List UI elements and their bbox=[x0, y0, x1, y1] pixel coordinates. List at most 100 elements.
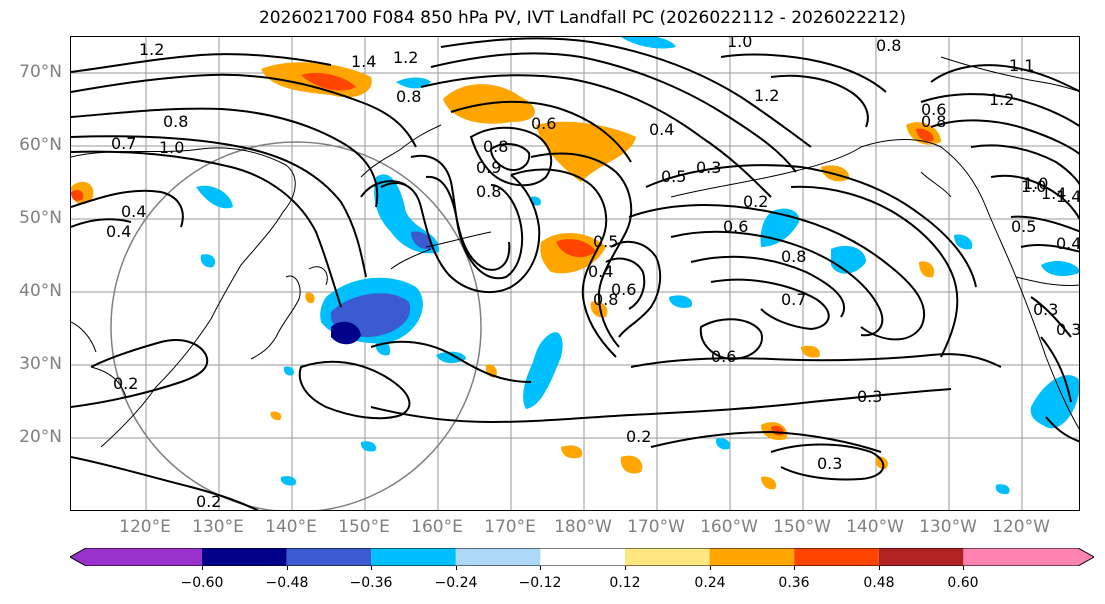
colorbar-tickmark bbox=[540, 566, 541, 570]
contour-label: 1.2 bbox=[754, 86, 779, 105]
contour-label: 0.8 bbox=[781, 247, 806, 266]
contour-label: 0.4 bbox=[1056, 234, 1080, 253]
contour-label: 0.6 bbox=[711, 347, 736, 366]
contour-label: 0.6 bbox=[531, 114, 556, 133]
contour-label: 0.2 bbox=[626, 427, 651, 446]
colorbar-tick-label: −0.12 bbox=[518, 575, 562, 591]
contour-labels: 1.2 1.4 1.2 0.8 1.0 0.8 1.2 1.4 1.0 1.2 … bbox=[106, 37, 1080, 511]
contour-label: 1.0 bbox=[159, 138, 184, 157]
contour-label: 0.8 bbox=[921, 112, 946, 131]
lon-label: 150°W bbox=[773, 517, 831, 537]
colorbar-tick-label: −0.36 bbox=[349, 575, 393, 591]
map-panel: 1.2 1.4 1.2 0.8 1.0 0.8 1.2 1.4 1.0 1.2 … bbox=[70, 36, 1080, 511]
colorbar-tick-label: 0.24 bbox=[694, 575, 726, 591]
range-circle bbox=[110, 141, 482, 510]
contour-label: 0.4 bbox=[106, 222, 131, 241]
lon-label: 120°W bbox=[992, 517, 1050, 537]
contour-label: 0.9 bbox=[476, 158, 501, 177]
lon-label: 140°W bbox=[846, 517, 904, 537]
colorbar-segment bbox=[455, 548, 541, 566]
contour-label: 0.8 bbox=[396, 87, 421, 106]
colorbar-segment bbox=[794, 548, 879, 566]
map-canvas: 1.2 1.4 1.2 0.8 1.0 0.8 1.2 1.4 1.0 1.2 … bbox=[71, 37, 1080, 511]
colorbar-segment bbox=[70, 548, 202, 566]
contour-label: 0.8 bbox=[163, 112, 188, 131]
contour-label: 1.0 bbox=[727, 37, 752, 51]
contour-label: 0.6 bbox=[611, 280, 636, 299]
colorbar-tick-label: −0.48 bbox=[265, 575, 309, 591]
contour-label: 0.7 bbox=[781, 290, 806, 309]
colorbar-segment bbox=[286, 548, 372, 566]
colorbar-tickmark bbox=[794, 566, 795, 570]
lon-label: 160°E bbox=[411, 517, 463, 537]
contour-label: 1.1 bbox=[1009, 56, 1034, 75]
colorbar-tickmark bbox=[456, 566, 457, 570]
contour-label: 1.4 bbox=[1056, 187, 1080, 206]
colorbar-tick-label: 0.12 bbox=[609, 575, 641, 591]
lon-label: 170°E bbox=[484, 517, 536, 537]
colorbar-tick-label: 0.60 bbox=[947, 575, 979, 591]
colorbar-tickmark bbox=[879, 566, 880, 570]
contour-label: 0.7 bbox=[111, 134, 136, 153]
lat-label-60n: 60°N bbox=[19, 135, 62, 155]
colorbar-tick-label: 0.48 bbox=[863, 575, 895, 591]
colorbar-tickmark bbox=[963, 566, 964, 570]
coastlines bbox=[71, 56, 1079, 448]
contour-label: 1.4 bbox=[1041, 184, 1066, 203]
colorbar-segment bbox=[878, 548, 964, 566]
contour-label: 0.8 bbox=[593, 290, 618, 309]
contour-label: 0.2 bbox=[113, 374, 138, 393]
contour-label: 0.6 bbox=[723, 217, 748, 236]
lon-label: 160°W bbox=[700, 517, 758, 537]
contour-label: 0.2 bbox=[743, 192, 768, 211]
colorbar-tickmark bbox=[287, 566, 288, 570]
lon-label: 170°W bbox=[627, 517, 685, 537]
pv-shading bbox=[71, 37, 1079, 495]
contour-label: 0.8 bbox=[476, 182, 501, 201]
lat-label-20n: 20°N bbox=[19, 427, 62, 447]
contour-label: 0.3 bbox=[857, 387, 882, 406]
contour-label: 0.3 bbox=[1056, 320, 1080, 339]
contour-label: 0.3 bbox=[1033, 300, 1058, 319]
contour-label: 0.3 bbox=[696, 158, 721, 177]
lat-label-70n: 70°N bbox=[19, 62, 62, 82]
colorbar-tick-label: −0.60 bbox=[180, 575, 224, 591]
lat-label-50n: 50°N bbox=[19, 208, 62, 228]
contour-label: 0.4 bbox=[121, 202, 146, 221]
contour-label: 0.5 bbox=[661, 167, 686, 186]
colorbar-segment bbox=[202, 548, 287, 566]
contour-label: 1.0 bbox=[1021, 177, 1046, 196]
contour-label: 0.4 bbox=[649, 120, 674, 139]
colorbar-tickmark bbox=[202, 566, 203, 570]
lon-label: 180°W bbox=[554, 517, 612, 537]
colorbar-segment bbox=[540, 548, 625, 566]
colorbar-segment bbox=[371, 548, 456, 566]
contour-label: 1.4 bbox=[351, 52, 376, 71]
colorbar-segment bbox=[963, 548, 1094, 566]
lon-label: 150°E bbox=[338, 517, 390, 537]
contour-label: 1.2 bbox=[393, 48, 418, 67]
contour-label: 0.4 bbox=[588, 262, 613, 281]
lon-label: 130°W bbox=[919, 517, 977, 537]
contour-label: 0.2 bbox=[196, 492, 221, 511]
colorbar-tickmark bbox=[371, 566, 372, 570]
colorbar-tick-label: −0.24 bbox=[434, 575, 478, 591]
contours bbox=[71, 37, 1079, 510]
contour-label: 1.2 bbox=[139, 40, 164, 59]
chart-title: 2026021700 F084 850 hPa PV, IVT Landfall… bbox=[258, 8, 906, 28]
colorbar-tickmark bbox=[625, 566, 626, 570]
contour-label: 0.8 bbox=[876, 37, 901, 55]
lon-label: 130°E bbox=[192, 517, 244, 537]
colorbar bbox=[70, 548, 1094, 566]
colorbar-segment bbox=[709, 548, 795, 566]
lat-label-30n: 30°N bbox=[19, 354, 62, 374]
contour-label: 0.8 bbox=[483, 137, 508, 156]
contour-label: 0.3 bbox=[817, 454, 842, 473]
contour-label: 0.5 bbox=[593, 232, 618, 251]
contour-label: 1.2 bbox=[989, 90, 1014, 109]
lon-label: 140°E bbox=[265, 517, 317, 537]
contour-label: 0.6 bbox=[921, 100, 946, 119]
lon-label: 120°E bbox=[119, 517, 171, 537]
colorbar-segment bbox=[625, 548, 710, 566]
contour-label: 0.5 bbox=[1011, 217, 1036, 236]
